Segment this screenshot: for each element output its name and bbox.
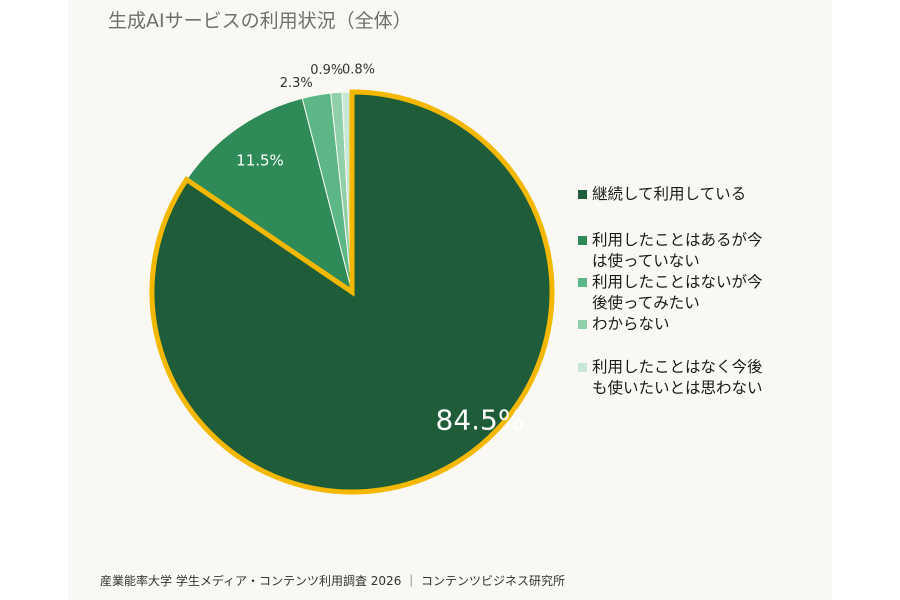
legend-swatch	[578, 320, 587, 329]
legend-item-used-before: 利用したことはあるが今 は使っていない	[578, 230, 818, 272]
data-label-2-3pct: 2.3%	[280, 76, 313, 91]
source-footer: 産業能率大学 学生メディア・コンテンツ利用調査 2026 ｜ コンテンツビジネス…	[100, 574, 565, 588]
legend-swatch	[578, 236, 587, 245]
data-label-0-8pct: 0.8%	[342, 63, 375, 78]
legend: 継続して利用している 利用したことはあるが今 は使っていない 利用したことはない…	[578, 184, 818, 399]
data-label-0-9pct: 0.9%	[310, 63, 343, 78]
legend-item-continuing: 継続して利用している	[578, 184, 818, 205]
chart-title: 生成AIサービスの利用状況（全体）	[108, 10, 412, 32]
data-label-11-5pct: 11.5%	[236, 152, 284, 170]
legend-item-dont-know: わからない	[578, 314, 818, 335]
legend-item-never-want: 利用したことはなく今後 も使いたいとは思わない	[578, 357, 818, 399]
slice-84-5pct-highlighted	[149, 89, 555, 495]
legend-item-want-to-try: 利用したことはないが今 後使ってみたい	[578, 272, 818, 314]
legend-swatch	[578, 278, 587, 287]
legend-swatch	[578, 363, 587, 372]
slice-11-5pct	[185, 97, 353, 294]
legend-swatch	[578, 190, 587, 199]
data-label-84-5pct: 84.5%	[436, 404, 525, 437]
